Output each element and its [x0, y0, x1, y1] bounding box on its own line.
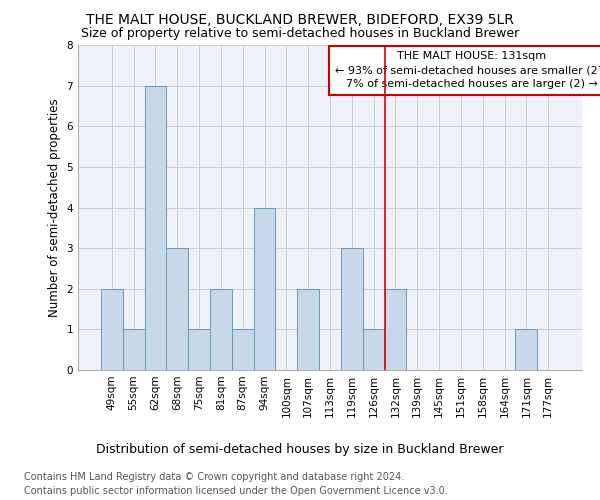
Bar [363, 330, 385, 370]
Bar [210, 289, 232, 370]
Text: Contains HM Land Registry data © Crown copyright and database right 2024.: Contains HM Land Registry data © Crown c… [24, 472, 404, 482]
Bar [385, 289, 406, 370]
Text: THE MALT HOUSE: 131sqm
← 93% of semi-detached houses are smaller (27)
7% of semi: THE MALT HOUSE: 131sqm ← 93% of semi-det… [335, 51, 600, 89]
Bar [297, 289, 319, 370]
Bar [254, 208, 275, 370]
Text: Size of property relative to semi-detached houses in Buckland Brewer: Size of property relative to semi-detach… [81, 28, 519, 40]
Text: THE MALT HOUSE, BUCKLAND BREWER, BIDEFORD, EX39 5LR: THE MALT HOUSE, BUCKLAND BREWER, BIDEFOR… [86, 12, 514, 26]
Text: Distribution of semi-detached houses by size in Buckland Brewer: Distribution of semi-detached houses by … [96, 442, 504, 456]
Bar [232, 330, 254, 370]
Y-axis label: Number of semi-detached properties: Number of semi-detached properties [48, 98, 61, 317]
Bar [341, 248, 363, 370]
Bar [515, 330, 537, 370]
Bar [188, 330, 210, 370]
Bar [101, 289, 123, 370]
Bar [166, 248, 188, 370]
Bar [145, 86, 166, 370]
Bar [123, 330, 145, 370]
Text: Contains public sector information licensed under the Open Government Licence v3: Contains public sector information licen… [24, 486, 448, 496]
